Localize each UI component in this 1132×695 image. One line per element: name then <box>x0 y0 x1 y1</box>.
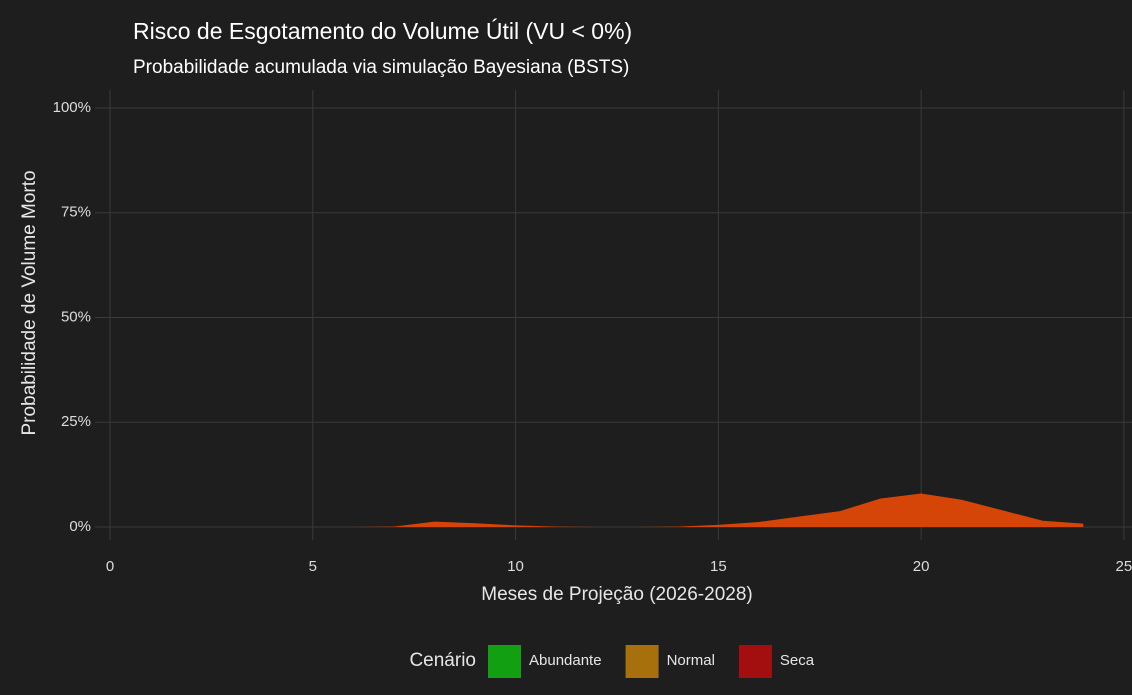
y-tick-label: 75% <box>61 204 91 221</box>
chart-subtitle: Probabilidade acumulada via simulação Ba… <box>133 57 629 78</box>
x-axis-label: Meses de Projeção (2026-2028) <box>481 584 752 605</box>
x-tick-label: 20 <box>913 558 930 575</box>
x-tick-label: 15 <box>710 558 727 575</box>
legend-label: Normal <box>667 652 715 669</box>
y-tick-label: 50% <box>61 308 91 325</box>
x-tick-label: 5 <box>309 558 317 575</box>
x-tick-label: 0 <box>106 558 114 575</box>
y-tick-label: 25% <box>61 413 91 430</box>
chart-title: Risco de Esgotamento do Volume Útil (VU … <box>133 18 632 44</box>
legend-label: Abundante <box>529 652 602 669</box>
legend-title: Cenário <box>409 650 476 671</box>
area <box>353 493 1084 528</box>
y-tick-label: 100% <box>53 99 91 116</box>
legend: Cenário Abundante Normal Seca <box>409 645 815 678</box>
legend-key <box>738 645 772 678</box>
legend-key <box>488 645 521 678</box>
y-axis-label: Probabilidade de Volume Morto <box>19 170 40 435</box>
y-tick-label: 0% <box>69 518 91 535</box>
x-tick-label: 10 <box>507 558 524 575</box>
x-tick-label: 25 <box>1116 558 1132 575</box>
legend-label: Seca <box>780 652 815 669</box>
legend-key <box>625 645 659 678</box>
